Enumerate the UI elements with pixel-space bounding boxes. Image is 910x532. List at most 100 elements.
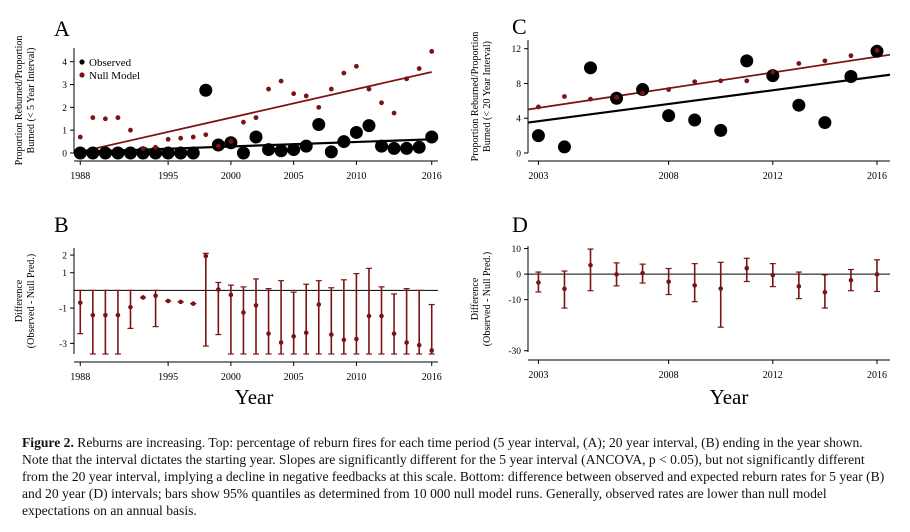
null-model-point <box>366 86 372 92</box>
x-axis-title-right: Year <box>710 385 749 409</box>
legend-observed-marker <box>79 59 85 65</box>
observed-point <box>312 117 326 131</box>
error-bar <box>340 279 347 355</box>
observed-point <box>149 146 163 160</box>
error-bar <box>140 295 147 300</box>
observed-point <box>337 135 351 149</box>
x-tick-label: 2016 <box>422 171 442 182</box>
legend-observed-label: Observed <box>89 57 132 69</box>
x-tick-label: 2005 <box>284 171 304 182</box>
null-model-point <box>291 91 297 97</box>
null-model-point <box>140 146 146 151</box>
observed-point <box>123 146 137 160</box>
observed-point <box>412 140 426 154</box>
error-bar <box>353 273 360 355</box>
difference-point <box>115 312 121 318</box>
x-tick-label: 1988 <box>70 171 90 182</box>
observed-point <box>714 123 728 137</box>
x-tick-label: 1995 <box>158 171 178 182</box>
panel-c: C 2003 2008 2012 2016 0 4 8 12 Proportion Reburne… <box>470 14 891 182</box>
error-bar <box>378 286 385 355</box>
observed-point <box>844 70 858 84</box>
difference-point <box>90 312 96 318</box>
null-model-point <box>203 132 209 138</box>
observed-point <box>111 146 125 160</box>
difference-point <box>153 293 158 299</box>
y-tick-label: 0 <box>516 150 521 160</box>
null-model-point <box>278 78 284 84</box>
y-tick-label: 4 <box>62 58 67 68</box>
x-tick-label: 2010 <box>346 372 366 383</box>
y-axis-label-line1: Proportion Reburned/Proportion <box>470 32 481 162</box>
error-bar <box>89 289 96 355</box>
error-bar <box>165 298 172 304</box>
difference-point <box>744 265 750 271</box>
observed-point <box>349 125 363 139</box>
null-model-point <box>153 144 158 150</box>
null-model-point <box>429 49 435 54</box>
null-model-point <box>215 143 221 149</box>
error-bar <box>114 289 121 355</box>
y-tick-label: 1 <box>62 127 67 137</box>
observed-point <box>362 119 376 133</box>
observed-point <box>662 109 676 123</box>
observed-trend-line <box>527 73 891 124</box>
error-bar <box>215 281 222 336</box>
null-model-point <box>562 94 567 99</box>
difference-point <box>291 334 296 339</box>
difference-point <box>354 336 359 342</box>
difference-point <box>429 348 435 353</box>
x-tick-label: 2000 <box>221 171 241 182</box>
x-tick-label: 2000 <box>221 372 241 383</box>
null-model-point <box>874 48 880 53</box>
observed-point <box>161 146 175 160</box>
difference-point <box>316 302 322 307</box>
y-tick-label: 0 <box>62 150 67 160</box>
difference-point <box>341 337 347 343</box>
difference-point <box>178 299 183 305</box>
x-tick-label: 2016 <box>867 171 887 182</box>
observed-point <box>86 146 100 160</box>
x-tick-label: 1995 <box>158 372 178 383</box>
error-bar <box>391 293 398 355</box>
observed-point <box>688 113 702 127</box>
null-model-point <box>588 96 593 102</box>
difference-point <box>366 313 372 319</box>
x-tick-label: 1988 <box>70 372 90 383</box>
null-model-point <box>102 116 108 122</box>
observed-point <box>584 61 598 75</box>
x-tick-label: 2008 <box>659 171 679 182</box>
error-bar <box>403 288 410 355</box>
null-model-point <box>640 90 645 96</box>
null-model-point <box>90 115 96 121</box>
figure-caption: Figure 2. Reburns are increasing. Top: p… <box>22 434 892 519</box>
difference-point <box>848 277 854 283</box>
x-tick-label: 2003 <box>528 171 548 182</box>
y-tick-label: -30 <box>508 347 521 357</box>
difference-point <box>329 332 334 337</box>
x-tick-label: 2016 <box>422 372 442 383</box>
panel-b: B 1988 1995 2000 2005 2010 2016 -3 -1 1 2 Differenc… <box>14 212 442 383</box>
error-bar <box>127 289 134 329</box>
panel-letter: B <box>54 212 69 237</box>
null-model-point <box>341 70 347 76</box>
observed-point <box>199 83 213 97</box>
difference-point <box>203 253 209 259</box>
difference-point <box>216 287 221 292</box>
y-tick-label: 2 <box>62 252 67 262</box>
error-bar <box>240 286 247 355</box>
observed-point <box>531 129 545 143</box>
null-model-point <box>404 76 410 82</box>
null-model-point <box>303 93 309 99</box>
error-bar <box>253 278 259 355</box>
difference-point <box>536 280 541 285</box>
null-model-point <box>316 104 322 110</box>
error-bar <box>665 267 672 296</box>
difference-point <box>718 286 724 291</box>
difference-point <box>165 298 171 304</box>
difference-point <box>692 283 697 288</box>
error-bar <box>691 263 698 303</box>
error-bar <box>821 274 828 309</box>
x-tick-label: 2012 <box>763 370 783 381</box>
